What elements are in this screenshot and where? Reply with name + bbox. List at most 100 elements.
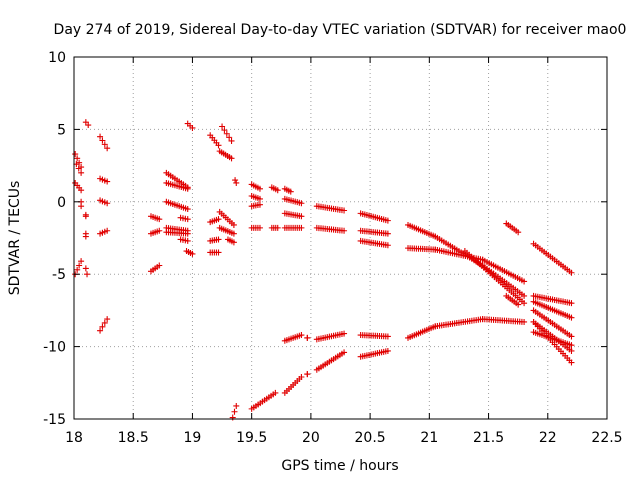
data-point [232, 177, 239, 184]
x-tick-label: 18 [65, 430, 83, 446]
data-point [568, 314, 575, 321]
data-point [384, 217, 391, 224]
data-point [104, 200, 111, 207]
data-point [298, 332, 305, 339]
data-point [78, 258, 85, 265]
data-point [568, 333, 575, 340]
data-point [156, 216, 163, 223]
plot-frame [73, 56, 608, 420]
data-point [304, 334, 311, 341]
data-point [274, 187, 281, 194]
data-point [104, 227, 111, 234]
data-point [74, 155, 81, 162]
data-point [341, 207, 348, 214]
data-point [76, 159, 83, 166]
y-tick-label: -5 [52, 267, 66, 283]
data-point [298, 200, 305, 207]
data-point [84, 271, 91, 278]
data-point [76, 262, 83, 269]
data-point [521, 292, 528, 299]
data-point [298, 374, 305, 381]
data-point [568, 269, 575, 276]
data-point [568, 359, 575, 366]
data-point [233, 179, 240, 186]
data-point [184, 230, 191, 237]
data-point [104, 316, 111, 323]
x-tick-label: 22.5 [591, 430, 622, 446]
data-point [384, 333, 391, 340]
data-point [99, 323, 106, 330]
x-tick-label: 19 [184, 430, 202, 446]
data-point [215, 216, 222, 223]
data-point [184, 216, 191, 223]
data-point [184, 185, 191, 192]
y-tick-label: 0 [57, 195, 66, 211]
data-point [82, 265, 89, 272]
data-point [274, 224, 281, 231]
data-point [99, 137, 106, 144]
y-tick-label: 10 [48, 50, 66, 66]
data-point [287, 188, 294, 195]
data-point [521, 300, 528, 307]
data-point [231, 408, 238, 415]
data-point [230, 239, 237, 246]
data-point [515, 301, 522, 308]
data-point [341, 330, 348, 337]
data-point [101, 141, 108, 148]
data-point [272, 389, 279, 396]
data-point [298, 213, 305, 220]
data-point [101, 319, 108, 326]
x-tick-label: 20.5 [355, 430, 386, 446]
data-point [230, 221, 237, 228]
data-point [256, 185, 263, 192]
data-point [219, 123, 226, 130]
data-point [215, 236, 222, 243]
y-tick-label: -15 [43, 412, 66, 428]
data-point [189, 250, 196, 257]
data-point [184, 206, 191, 213]
x-axis-label: GPS time / hours [281, 458, 398, 474]
data-point [223, 130, 230, 137]
data-point [341, 349, 348, 356]
data-point [568, 342, 575, 349]
x-tick-label: 20 [302, 430, 320, 446]
data-point [521, 318, 528, 325]
x-tick-label: 22 [539, 430, 557, 446]
data-point [228, 137, 235, 144]
data-point [515, 229, 522, 236]
data-point [256, 224, 263, 231]
x-tick-label: 21.5 [473, 430, 504, 446]
data-points [72, 119, 575, 421]
data-point [97, 327, 104, 334]
data-point [104, 145, 111, 152]
data-point [72, 151, 79, 158]
data-point [384, 230, 391, 237]
data-point [215, 249, 222, 256]
x-tick-label: 19.5 [236, 430, 267, 446]
data-point [230, 230, 237, 237]
data-point [104, 178, 111, 185]
data-point [226, 134, 233, 141]
data-point [384, 347, 391, 354]
data-point [184, 237, 191, 244]
data-point [74, 266, 81, 273]
data-point [384, 242, 391, 249]
grid-lines [74, 57, 607, 419]
data-point [78, 187, 85, 194]
data-point [215, 142, 222, 149]
data-point [156, 262, 163, 269]
data-point [341, 227, 348, 234]
y-tick-label: 5 [57, 122, 66, 138]
x-tick-label: 18.5 [118, 430, 149, 446]
data-point [521, 278, 528, 285]
data-point [304, 371, 311, 378]
data-point [85, 122, 92, 129]
data-point [221, 127, 228, 134]
data-point [82, 233, 89, 240]
y-tick-label: -10 [43, 340, 66, 356]
data-point [228, 155, 235, 162]
axes-ticks: 18 18.5 19 19.5 20 20.5 21 21.5 22 22.5 -15 -10 -5 0 5… [43, 50, 622, 446]
x-tick-label: 21 [420, 430, 438, 446]
data-point [298, 224, 305, 231]
